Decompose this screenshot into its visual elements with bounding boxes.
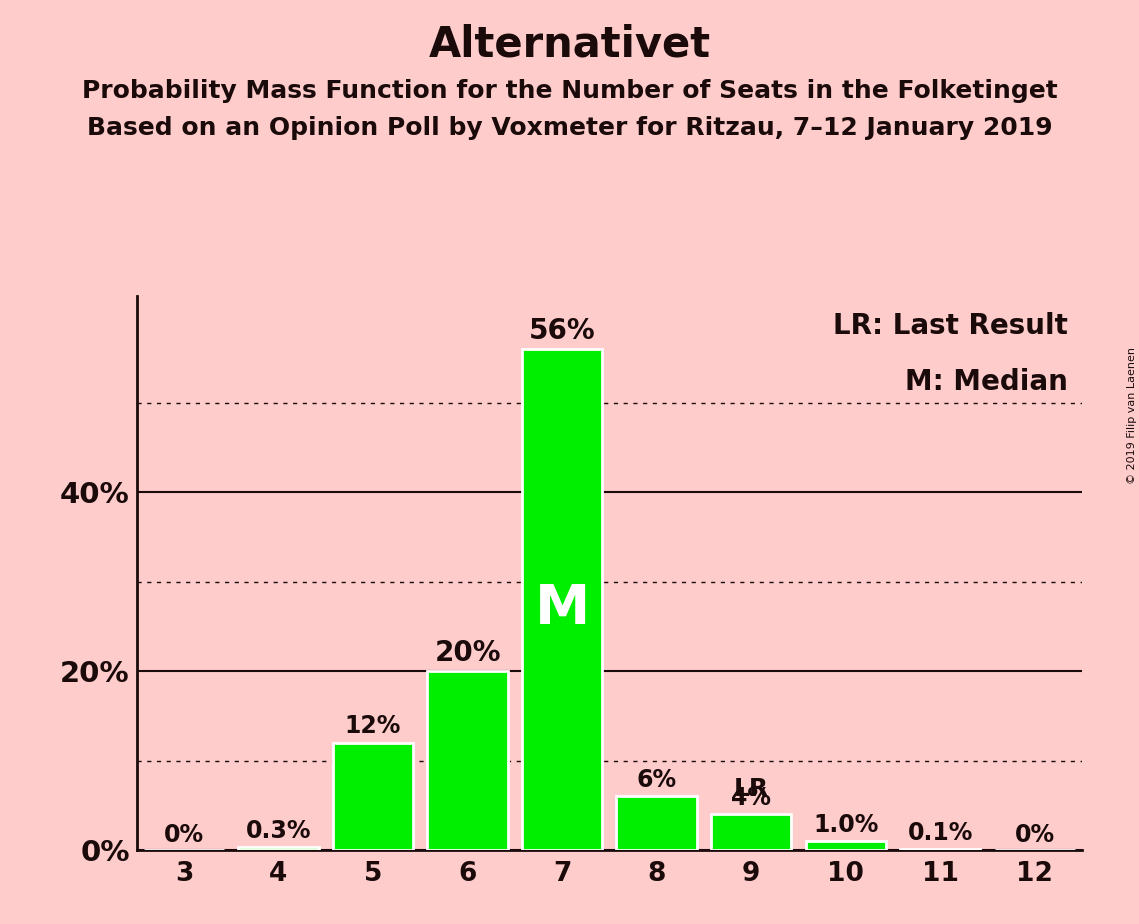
- Text: Probability Mass Function for the Number of Seats in the Folketinget: Probability Mass Function for the Number…: [82, 79, 1057, 103]
- Text: 0%: 0%: [164, 823, 204, 847]
- Text: 56%: 56%: [528, 317, 596, 345]
- Text: © 2019 Filip van Laenen: © 2019 Filip van Laenen: [1126, 347, 1137, 484]
- Text: 1.0%: 1.0%: [813, 813, 878, 836]
- Text: Based on an Opinion Poll by Voxmeter for Ritzau, 7–12 January 2019: Based on an Opinion Poll by Voxmeter for…: [87, 116, 1052, 140]
- Bar: [238, 847, 319, 850]
- Text: LR: Last Result: LR: Last Result: [833, 312, 1068, 340]
- Text: 4%: 4%: [731, 785, 771, 809]
- Bar: [711, 814, 792, 850]
- Text: 0.1%: 0.1%: [908, 821, 973, 845]
- Text: 0.3%: 0.3%: [246, 819, 311, 843]
- Text: Alternativet: Alternativet: [428, 23, 711, 65]
- Text: 12%: 12%: [345, 714, 401, 738]
- Bar: [616, 796, 697, 850]
- Bar: [427, 671, 508, 850]
- Bar: [522, 349, 603, 850]
- Text: LR: LR: [734, 777, 769, 801]
- Bar: [333, 743, 413, 850]
- Text: M: Median: M: Median: [906, 368, 1068, 395]
- Bar: [805, 841, 886, 850]
- Text: 6%: 6%: [637, 768, 677, 792]
- Text: M: M: [534, 581, 590, 636]
- Text: 20%: 20%: [434, 638, 501, 667]
- Text: 0%: 0%: [1015, 823, 1055, 847]
